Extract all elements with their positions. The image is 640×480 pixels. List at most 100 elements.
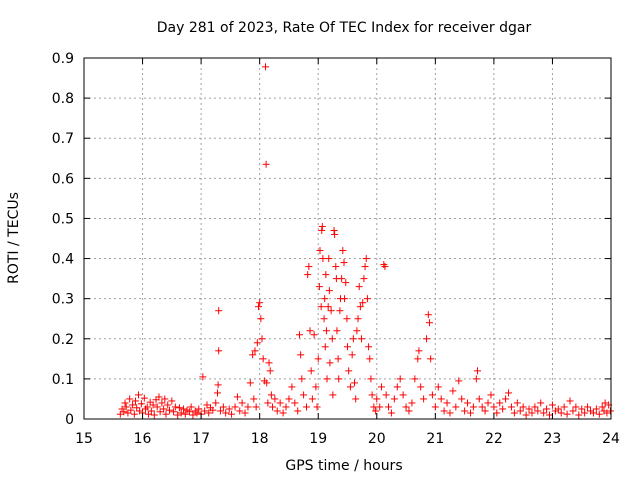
data-point (322, 271, 330, 279)
data-point (341, 295, 349, 303)
data-point (581, 409, 589, 417)
data-point (493, 409, 501, 417)
data-point (399, 391, 407, 399)
data-point (537, 399, 545, 407)
data-point (295, 331, 303, 339)
data-point (317, 303, 325, 311)
data-point (355, 283, 363, 291)
data-point (484, 399, 492, 407)
data-point (143, 403, 151, 411)
data-point (298, 375, 306, 383)
data-point (279, 409, 287, 417)
data-point (472, 375, 480, 383)
data-point (458, 395, 466, 403)
data-point (241, 409, 249, 417)
data-point (269, 403, 277, 411)
y-tick-label: 0.3 (52, 292, 74, 308)
data-point (466, 409, 474, 417)
data-point (170, 408, 178, 416)
data-point (294, 407, 302, 415)
data-point (180, 405, 188, 413)
data-point (325, 287, 333, 295)
data-point (164, 401, 172, 409)
data-point (129, 401, 137, 409)
data-point (282, 403, 290, 411)
data-point (314, 355, 322, 363)
data-point (214, 381, 222, 389)
data-point (584, 403, 592, 411)
data-point (540, 409, 548, 417)
data-point (528, 409, 536, 417)
data-point (595, 410, 603, 418)
data-point (478, 403, 486, 411)
data-point (244, 403, 252, 411)
data-point (446, 409, 454, 417)
data-point (499, 405, 507, 413)
y-tick-label: 0.5 (52, 211, 74, 227)
data-point (423, 335, 431, 343)
data-point (328, 335, 336, 343)
data-point (132, 397, 140, 405)
data-point (360, 275, 368, 283)
data-point (181, 410, 189, 418)
data-point (361, 263, 369, 271)
data-point (601, 399, 609, 407)
data-point (578, 405, 586, 413)
data-point (367, 375, 375, 383)
chart-title: Day 281 of 2023, Rate Of TEC Index for r… (157, 20, 532, 36)
data-point (377, 383, 385, 391)
data-point (358, 335, 366, 343)
data-point (251, 347, 259, 355)
data-point (259, 355, 267, 363)
data-point (219, 403, 227, 411)
data-point (215, 347, 223, 355)
data-point (140, 394, 148, 402)
data-point (384, 403, 392, 411)
data-point (566, 397, 574, 405)
data-point (231, 403, 239, 411)
data-point (387, 409, 395, 417)
data-point (487, 391, 495, 399)
data-point (354, 315, 362, 323)
data-point (134, 391, 142, 399)
data-point (396, 375, 404, 383)
y-tick-label: 0.6 (52, 171, 74, 187)
data-point (236, 407, 244, 415)
data-point (267, 391, 275, 399)
data-point (346, 383, 354, 391)
data-point (376, 403, 384, 411)
x-tick-label: 21 (426, 431, 444, 447)
plot-frame (83, 57, 612, 420)
data-point (469, 403, 477, 411)
data-point (370, 403, 378, 411)
data-point (336, 307, 344, 315)
data-point (325, 255, 333, 263)
data-point (464, 399, 472, 407)
x-tick-labels: 15 16 17 18 19 20 21 22 23 24 (75, 431, 620, 447)
data-point (408, 399, 416, 407)
data-point (193, 409, 201, 417)
data-point (262, 63, 270, 71)
y-tick-labels: 0 0.1 0.2 0.3 0.4 0.5 0.6 0.7 0.8 0.9 (52, 51, 74, 428)
data-point (158, 399, 166, 407)
data-point (312, 383, 320, 391)
data-point (265, 359, 273, 367)
data-point (531, 403, 539, 411)
data-point (225, 405, 233, 413)
data-point (121, 399, 129, 407)
data-point (228, 410, 236, 418)
data-point (546, 411, 554, 419)
x-axis-label: GPS time / hours (285, 458, 402, 474)
data-point (215, 307, 223, 315)
data-point (366, 355, 374, 363)
data-point (147, 407, 155, 415)
data-point (300, 391, 308, 399)
data-point (363, 295, 371, 303)
data-point (393, 383, 401, 391)
data-point (209, 406, 217, 414)
data-point (175, 404, 183, 412)
data-point (250, 395, 258, 403)
data-point (420, 395, 428, 403)
x-tick-label: 19 (309, 431, 327, 447)
data-point (349, 335, 357, 343)
